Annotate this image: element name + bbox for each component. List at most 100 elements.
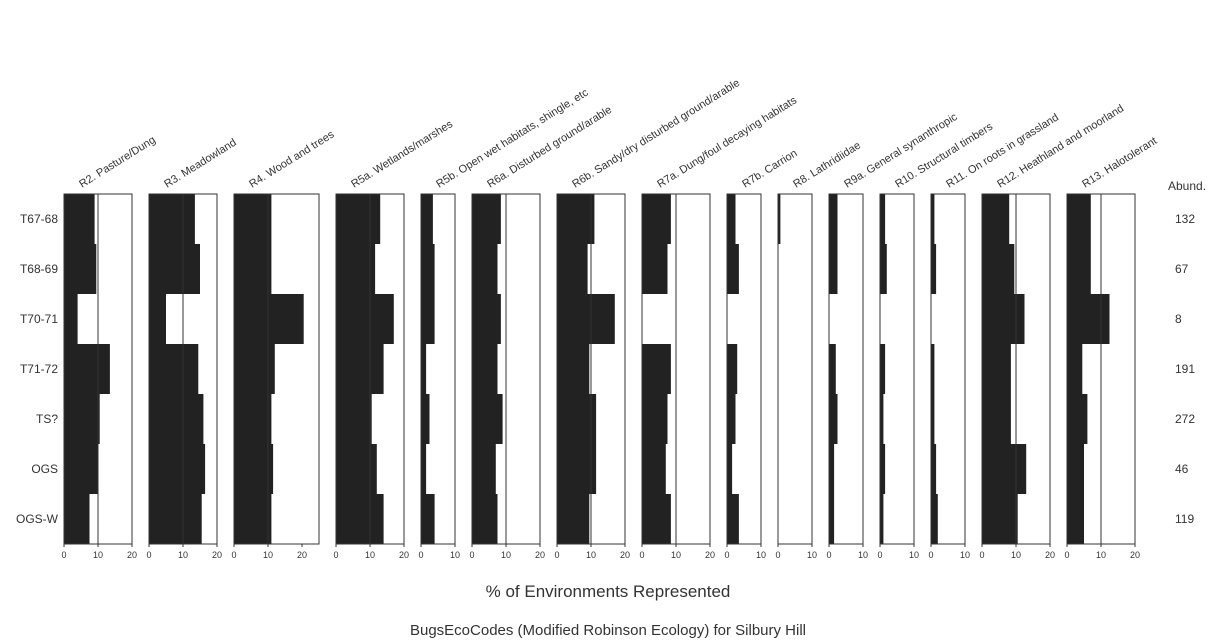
tick-label: 20: [620, 550, 630, 560]
tick-label: 10: [756, 550, 766, 560]
bar: [472, 344, 498, 394]
tick-label: 20: [535, 550, 545, 560]
abundance-value: 272: [1175, 412, 1195, 426]
bar: [1067, 394, 1088, 444]
bar: [234, 344, 275, 394]
bar: [421, 244, 435, 294]
tick-label: 0: [639, 550, 644, 560]
bar: [472, 494, 498, 544]
bar: [727, 194, 736, 244]
bar: [642, 494, 671, 544]
bar: [931, 194, 935, 244]
bar: [421, 394, 430, 444]
tick-label: 0: [146, 550, 151, 560]
abundance-value: 67: [1175, 262, 1189, 276]
bar: [149, 244, 200, 294]
bar: [421, 444, 427, 494]
tick-label: 20: [1130, 550, 1140, 560]
tick-label: 0: [979, 550, 984, 560]
bar: [982, 344, 1011, 394]
bar: [64, 394, 100, 444]
bar: [880, 244, 887, 294]
bar: [149, 294, 166, 344]
tick-label: 10: [501, 550, 511, 560]
bar: [1067, 444, 1084, 494]
bar: [557, 194, 595, 244]
bar: [931, 394, 935, 444]
bar: [1067, 494, 1084, 544]
bar: [149, 344, 199, 394]
series-label: R6b. Sandy/dry disturbed ground/arable: [570, 77, 742, 191]
tick-label: 0: [1064, 550, 1069, 560]
bar: [1067, 244, 1091, 294]
series-label: R7b. Carrion: [740, 147, 799, 190]
panel-frame: [777, 193, 813, 545]
bar: [421, 344, 427, 394]
bar: [642, 394, 668, 444]
bar: [64, 244, 97, 294]
bar: [64, 294, 78, 344]
bar: [336, 444, 377, 494]
bar: [234, 194, 272, 244]
series-label: R7a. Dung/foul decaying habitats: [655, 94, 799, 190]
bar: [149, 494, 202, 544]
x-axis-label: % of Environments Represented: [485, 582, 731, 601]
bar: [778, 194, 781, 244]
bar: [727, 244, 739, 294]
bar: [1067, 344, 1083, 394]
bar: [149, 194, 195, 244]
bar: [829, 344, 836, 394]
bar: [642, 444, 666, 494]
row-label: TS?: [36, 412, 58, 426]
bar: [557, 294, 615, 344]
tick-label: 10: [1011, 550, 1021, 560]
panel-frame: [726, 193, 762, 545]
bar: [880, 344, 886, 394]
bar: [472, 294, 501, 344]
bar: [557, 244, 588, 294]
bar: [727, 444, 733, 494]
bar: [472, 244, 498, 294]
bar: [472, 194, 501, 244]
bar: [557, 344, 590, 394]
abundance-value: 8: [1175, 312, 1182, 326]
bar: [982, 444, 1027, 494]
bar: [829, 394, 838, 444]
series-label: R2. Pasture/Dung: [77, 134, 158, 191]
bar: [931, 444, 937, 494]
bar: [149, 444, 206, 494]
bar: [149, 394, 204, 444]
tick-label: 0: [418, 550, 423, 560]
tick-label: 0: [724, 550, 729, 560]
bar: [421, 494, 435, 544]
tick-label: 10: [263, 550, 273, 560]
bar: [336, 294, 394, 344]
abundance-value: 119: [1175, 512, 1194, 526]
bar: [64, 494, 90, 544]
bar: [336, 344, 384, 394]
tick-label: 20: [212, 550, 222, 560]
bar: [64, 444, 98, 494]
tick-label: 0: [928, 550, 933, 560]
tick-label: 10: [671, 550, 681, 560]
bar: [880, 194, 886, 244]
bar: [1067, 194, 1091, 244]
panel-frame: [879, 193, 915, 545]
panel-frame: [420, 193, 456, 545]
series-label: R4. Wood and trees: [247, 128, 337, 190]
bar: [982, 244, 1015, 294]
bar: [336, 244, 376, 294]
bar: [642, 344, 671, 394]
bar: [336, 194, 381, 244]
tick-label: 0: [333, 550, 338, 560]
tick-label: 10: [586, 550, 596, 560]
bar: [982, 394, 1011, 444]
bar: [64, 344, 110, 394]
row-label: T67-68: [20, 212, 58, 226]
row-label: OGS-W: [16, 512, 59, 526]
bar: [727, 394, 736, 444]
bar: [234, 294, 304, 344]
abundance-value: 46: [1175, 462, 1189, 476]
tick-label: 10: [450, 550, 460, 560]
tick-label: 10: [178, 550, 188, 560]
